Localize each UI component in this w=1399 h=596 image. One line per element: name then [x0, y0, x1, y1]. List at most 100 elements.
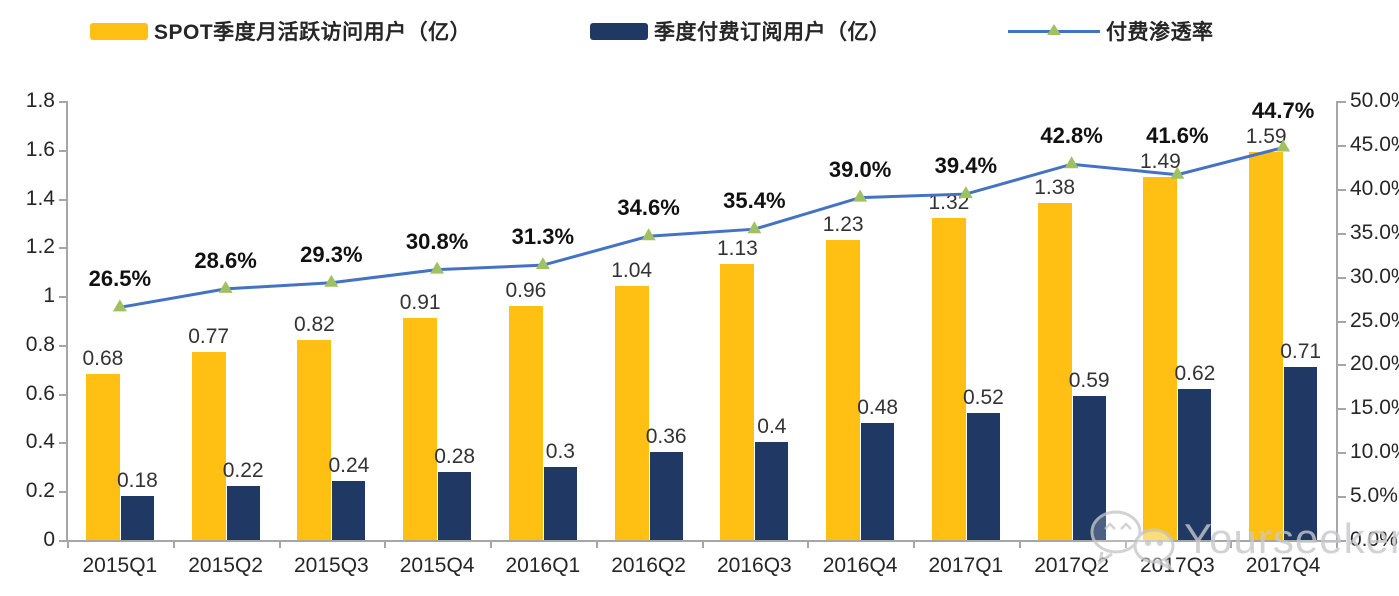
x-axis-tick: [1230, 540, 1233, 548]
y-axis-tick: [59, 540, 67, 542]
right-axis-tick-label: 45.0%: [1350, 132, 1399, 156]
bar-subscribers-value-label: 0.28: [434, 444, 476, 468]
bar-subscribers-value-label: 0.71: [1280, 339, 1322, 363]
bar-mau: [826, 240, 861, 540]
x-axis-tick: [595, 540, 598, 548]
penetration-line: [119, 146, 1284, 309]
penetration-marker-icon: [324, 274, 339, 287]
y-axis-tick-label: 1.8: [25, 89, 55, 112]
penetration-value-label: 30.8%: [405, 228, 469, 254]
x-axis-tick: [67, 540, 69, 548]
y-axis-tick: [59, 442, 67, 445]
right-axis-tick-label: 5.0%: [1350, 484, 1398, 508]
penetration-value-label: 28.6%: [194, 247, 257, 273]
bar-subscribers-value-label: 0.48: [857, 395, 899, 419]
right-axis-tick-label: 40.0%: [1350, 176, 1399, 200]
y-axis-tick-label: 1: [43, 284, 55, 308]
bar-subscribers: [543, 466, 577, 540]
x-axis-tick: [384, 540, 387, 548]
penetration-marker-icon: [218, 280, 233, 293]
bar-mau-value-label: 0.96: [505, 278, 547, 302]
x-axis-tick: [701, 540, 704, 548]
bar-mau-value-label: 0.91: [399, 291, 441, 315]
bar-mau-value-label: 0.77: [188, 325, 230, 349]
legend-label-penetration: 付费渗透率: [1106, 21, 1214, 44]
x-axis-tick-label: 2017Q2: [1034, 554, 1109, 577]
x-axis-tick: [1124, 540, 1127, 548]
bar-subscribers: [649, 452, 683, 540]
x-axis-tick: [807, 540, 810, 548]
legend-triangle-marker-icon: [1047, 23, 1061, 35]
y-axis-tick: [59, 101, 67, 103]
x-axis-tick: [172, 540, 175, 548]
bar-subscribers: [755, 442, 789, 540]
right-axis-tick: [1338, 452, 1346, 455]
bar-mau: [85, 374, 120, 540]
y-axis-tick-label: 0.6: [25, 381, 55, 405]
right-axis-tick: [1338, 540, 1346, 542]
bar-mau: [614, 286, 649, 540]
y-axis-tick-label: 0: [43, 528, 55, 551]
penetration-value-label: 35.4%: [723, 188, 786, 214]
x-axis-tick-label: 2016Q1: [505, 554, 581, 577]
bar-mau-value-label: 1.49: [1139, 149, 1181, 173]
bar-mau: [403, 318, 438, 540]
right-axis-tick-label: 25.0%: [1350, 308, 1399, 332]
bar-subscribers-value-label: 0.62: [1174, 361, 1216, 385]
bar-mau-value-label: 1.13: [716, 237, 758, 261]
x-axis-tick-label: 2016Q2: [611, 554, 686, 577]
bar-mau: [1143, 176, 1178, 540]
y-axis-tick: [59, 149, 67, 152]
penetration-marker-icon: [112, 299, 127, 312]
x-axis-tick: [1336, 540, 1338, 548]
bar-mau-value-label: 0.68: [82, 347, 124, 371]
y-axis-tick: [59, 198, 67, 201]
bar-mau: [931, 218, 966, 540]
penetration-value-label: 26.5%: [88, 266, 152, 292]
x-axis-tick-label: 2017Q3: [1140, 554, 1215, 577]
bar-subscribers-value-label: 0.4: [757, 415, 787, 439]
x-axis-tick-label: 2015Q2: [188, 554, 263, 577]
bar-mau: [297, 340, 332, 540]
penetration-value-label: 42.8%: [1040, 123, 1103, 149]
penetration-value-label: 29.3%: [300, 241, 363, 267]
bar-mau-value-label: 1.04: [611, 259, 653, 283]
penetration-marker-icon: [853, 189, 868, 202]
x-axis-tick: [1018, 540, 1021, 548]
bar-subscribers-value-label: 0.18: [116, 469, 158, 493]
bar-subscribers: [1178, 388, 1212, 540]
bar-subscribers-value-label: 0.36: [645, 425, 687, 449]
legend-item-mau: SPOT季度月活跃访问用户（亿）: [90, 18, 471, 44]
bar-subscribers: [332, 481, 366, 540]
y-axis-tick-label: 0.4: [25, 430, 55, 454]
legend-swatch-mau-bar: [90, 22, 148, 40]
x-axis-tick-label: 2016Q4: [822, 554, 898, 577]
y-axis-tick: [59, 296, 67, 299]
bar-subscribers-value-label: 0.52: [962, 386, 1004, 410]
penetration-value-label: 39.0%: [828, 156, 892, 182]
x-axis-tick-label: 2015Q1: [82, 554, 158, 577]
bar-mau-value-label: 0.82: [293, 313, 335, 336]
penetration-value-label: 34.6%: [617, 195, 680, 221]
bar-subscribers: [966, 413, 1000, 540]
y-axis-tick: [59, 247, 67, 250]
penetration-marker-icon: [1064, 156, 1079, 169]
y-axis-tick: [59, 393, 67, 396]
wechat-icon: [1090, 510, 1175, 570]
right-axis-tick: [1338, 276, 1346, 279]
right-axis-tick: [1338, 232, 1346, 235]
y-axis-tick-label: 1.4: [25, 186, 55, 210]
legend-line-marker-icon: [1008, 23, 1100, 40]
y-axis-line: [66, 101, 68, 540]
y-axis-tick-label: 1.2: [25, 235, 55, 259]
right-axis-tick: [1338, 144, 1346, 147]
x-axis-tick: [490, 540, 492, 548]
legend-item-subscribers: 季度付费订阅用户（亿）: [590, 18, 891, 44]
bar-subscribers: [438, 471, 472, 540]
bar-subscribers: [861, 422, 895, 540]
watermark: Yourseeker: [1086, 508, 1399, 570]
y-axis-tick-label: 0.8: [25, 332, 55, 356]
bar-mau-value-label: 1.38: [1034, 176, 1076, 200]
